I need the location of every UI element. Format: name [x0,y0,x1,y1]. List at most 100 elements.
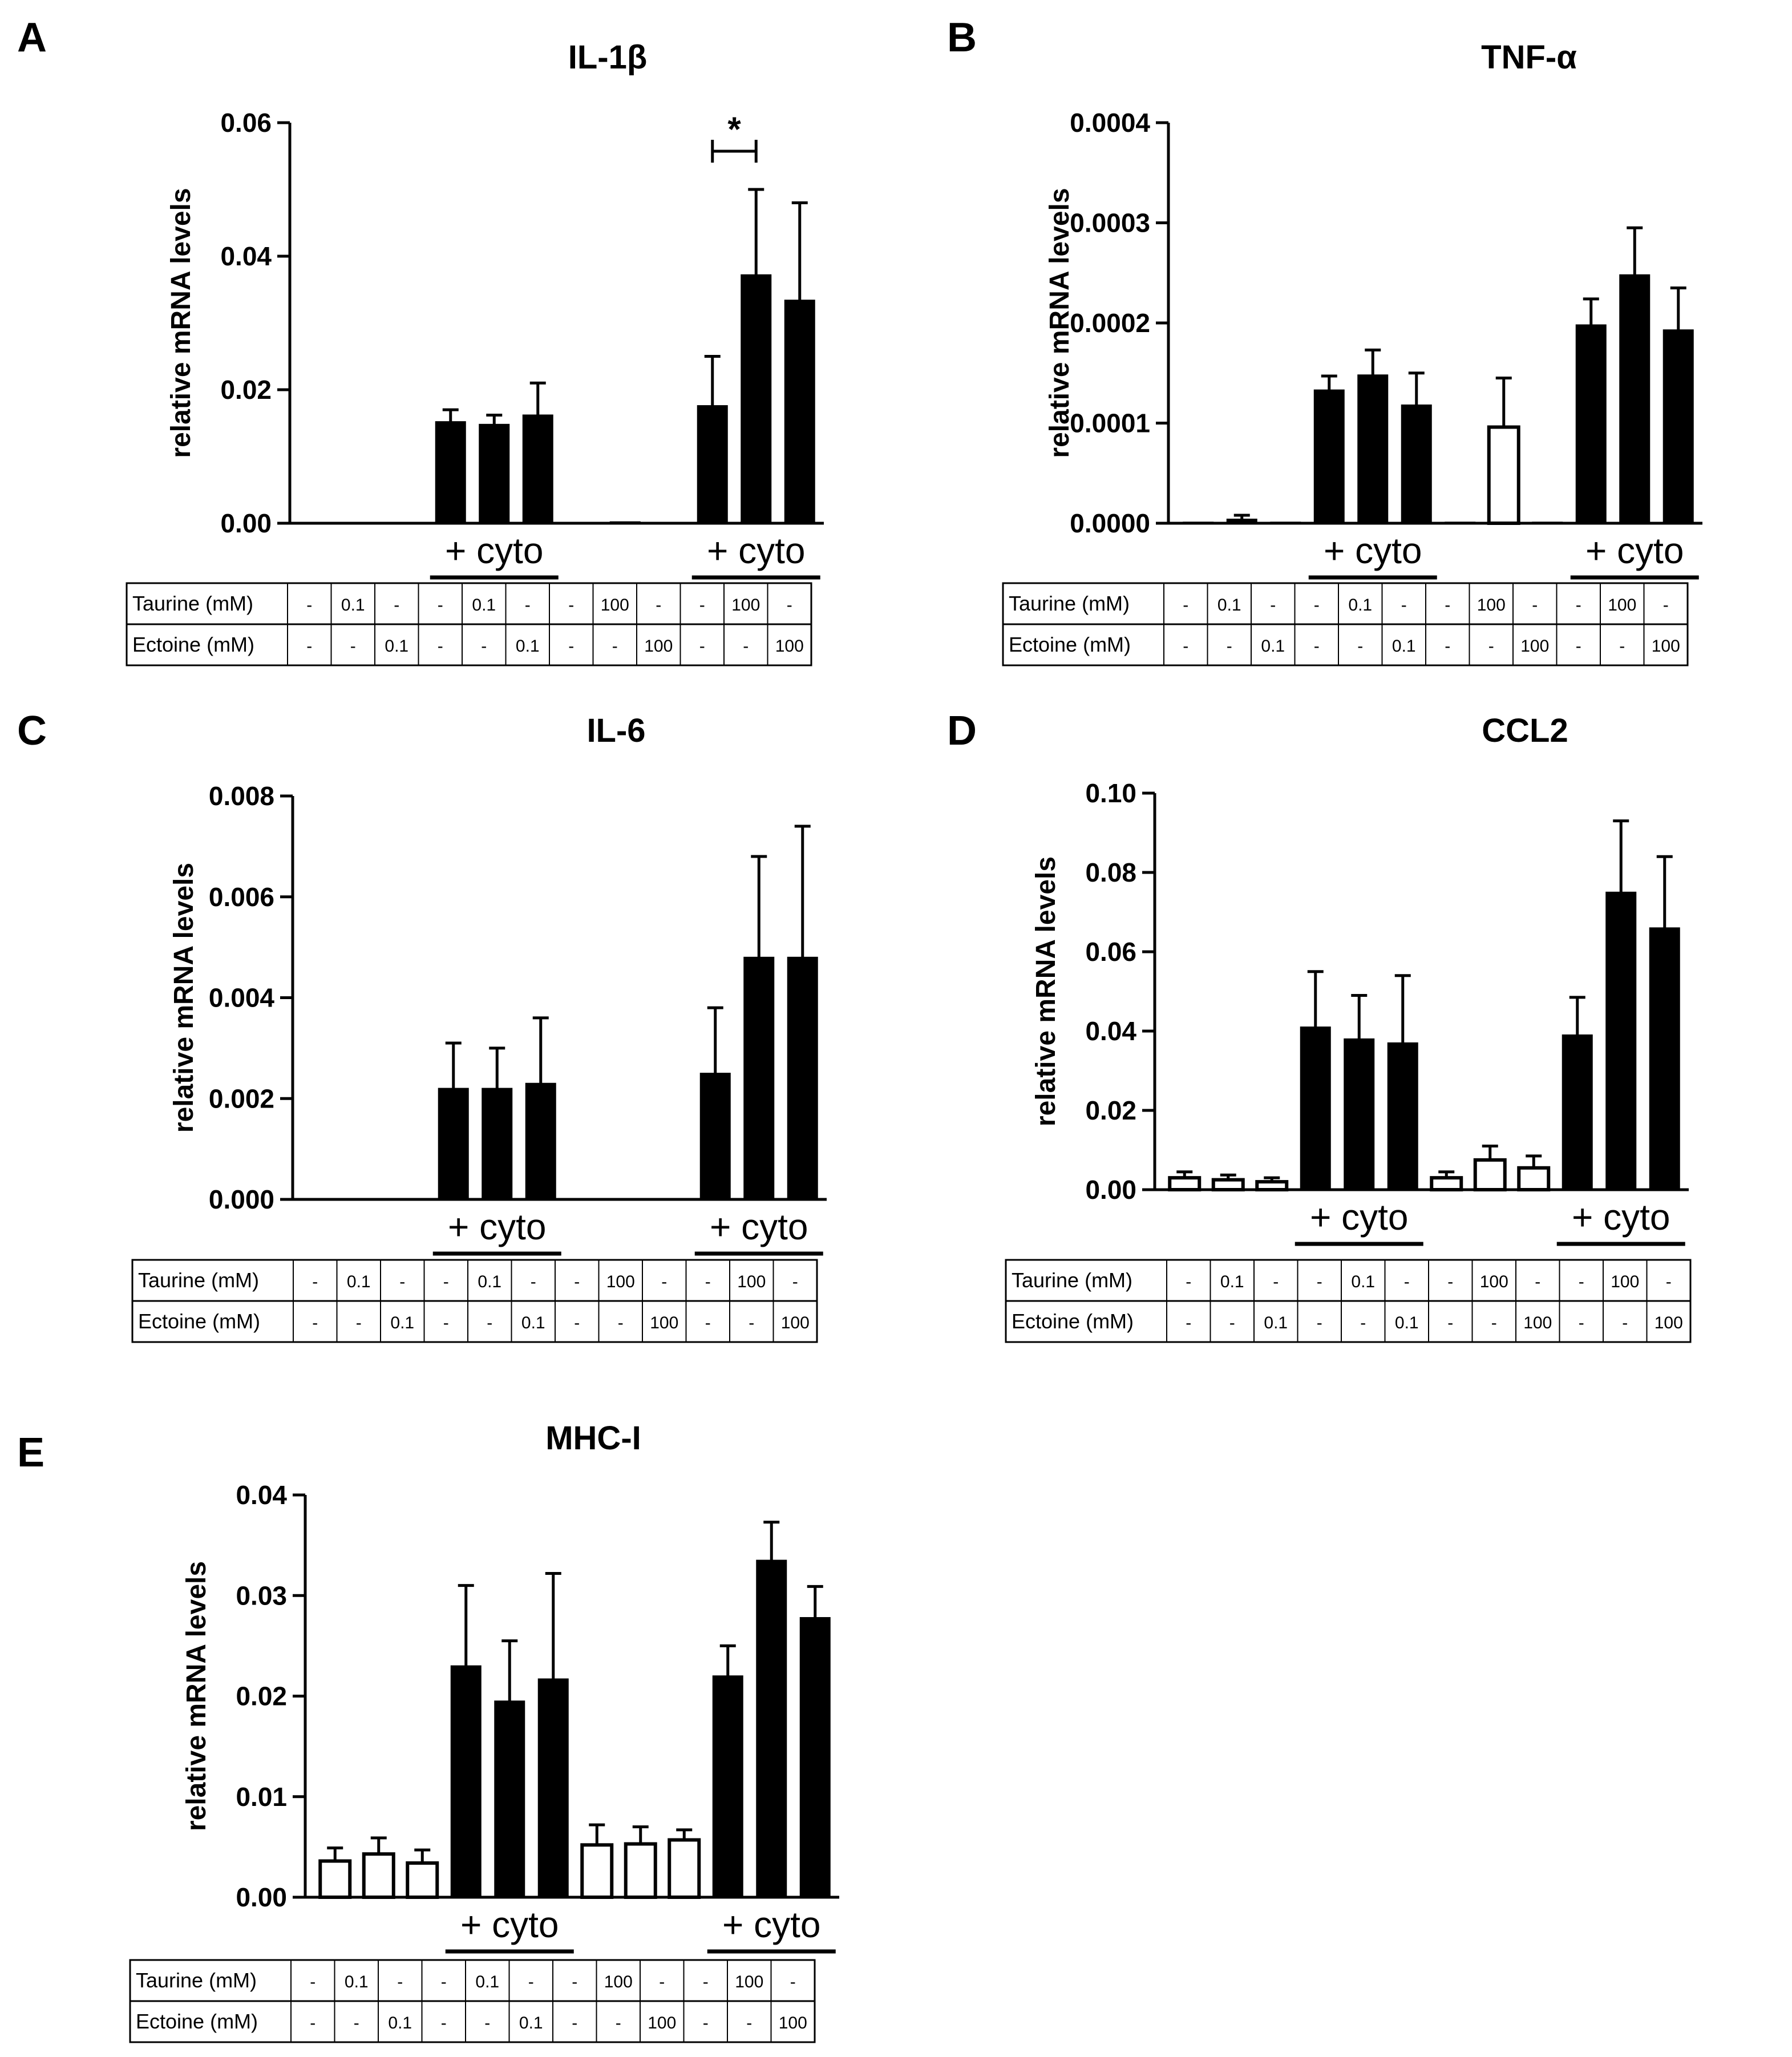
table-cell: - [792,1272,798,1291]
table-cell: 0.1 [519,2014,543,2032]
table-cell: 0.1 [1261,637,1285,656]
bar [756,1559,787,1898]
treatment-table: Taurine (mM) - 0.1 - - 0.1 - - 100 - - 100 - Ectoine … [126,582,812,666]
bar [743,956,775,1201]
y-tick-label: 0.02 [1085,1096,1136,1125]
bar [1473,1158,1507,1191]
bar [1183,522,1214,524]
cyto-label: + cyto [710,1206,808,1247]
bar [1619,274,1651,524]
bar [450,1665,482,1898]
table-cell: 100 [1608,596,1636,615]
table-cell: 100 [1611,1272,1639,1291]
y-tick-label: 0.0000 [1070,508,1150,538]
table-cell: - [1360,1314,1366,1332]
table-cell: - [306,596,312,615]
bar [787,956,818,1201]
cyto-label: + cyto [722,1904,821,1945]
bar [1344,1038,1375,1191]
chart-panel-c: C IL-6 relative mRNA levels 0.000 0.002 0.004… [17,708,827,1343]
table-cell: 0.1 [345,1973,369,1991]
panel-letter: C [17,708,47,754]
table-cell: - [1445,637,1450,656]
table-cell: - [310,1973,315,1991]
bar [318,1859,352,1900]
y-axis-label: relative mRNA levels [1031,856,1061,1126]
table-row-label-ectoine: Ectoine (mM) [132,633,254,656]
table-cell: 0.1 [1220,1272,1244,1291]
cyto-label: + cyto [445,530,544,571]
y-tick-label: 0.006 [209,882,274,912]
table-cell: - [572,2014,577,2032]
table-cell: 0.1 [1392,637,1416,656]
table-cell: - [1491,1314,1497,1332]
table-cell: - [656,596,661,615]
cyto-label: + cyto [460,1904,559,1945]
table-cell: - [703,1973,709,1991]
chart-panel-d: D CCL2 relative mRNA levels 0.00 0.02 0.04 0.0… [947,708,1692,1343]
bar [699,1073,731,1200]
treatment-table: Taurine (mM) - 0.1 - - 0.1 - - 100 - - 100 - Ectoine … [1005,1259,1692,1343]
table-cell: - [1622,1314,1628,1332]
bar [1226,518,1257,524]
y-tick-label: 0.04 [220,241,272,271]
table-row-label-taurine: Taurine (mM) [132,592,253,615]
table-cell: 100 [650,1314,678,1332]
table-cell: 0.1 [472,596,496,615]
table-cell: - [441,2014,447,2032]
y-tick-label: 0.02 [220,375,272,405]
panel-letter: E [17,1430,45,1476]
y-tick-label: 0.0003 [1070,208,1150,238]
table-cell: - [699,637,705,656]
table-cell: 100 [1652,637,1680,656]
treatment-table: Taurine (mM) - 0.1 - - 0.1 - - 100 - - 100 - Ectoine … [131,1259,818,1343]
table-row-label-ectoine: Ectoine (mM) [1012,1310,1134,1333]
table-cell: - [572,1973,577,1991]
table-cell: - [1273,1272,1279,1291]
bar [438,1088,469,1200]
table-cell: - [705,1272,711,1291]
table-cell: 100 [731,596,760,615]
table-cell: 0.1 [1348,596,1372,615]
chart-title: CCL2 [1482,712,1568,749]
bar [784,300,815,524]
y-axis-label: relative mRNA levels [1045,188,1075,458]
bar [362,1852,395,1899]
table-cell: - [1579,1314,1584,1332]
table-cell: - [1314,596,1320,615]
bar [1300,1027,1331,1191]
y-tick-label: 0.002 [209,1084,274,1113]
table-cell: 0.1 [385,637,408,656]
table-cell: 100 [601,596,629,615]
table-cell: 0.1 [390,1314,414,1332]
table-cell: - [399,1272,405,1291]
bar [1662,329,1694,524]
table-cell: - [568,596,574,615]
chart-panel-a: A IL-1β relative mRNA levels 0.00 0.02 0.04 0.… [17,15,824,666]
bar [799,1617,831,1898]
chart-panel-b: B TNF-α relative mRNA levels 0.0000 0.0001 0.… [947,15,1702,666]
table-cell: 100 [604,1973,633,1991]
table-cell: - [443,1314,449,1332]
table-cell: 0.1 [516,637,540,656]
table-cell: - [441,1973,447,1991]
significance-star: * [727,110,741,148]
bar [1387,1042,1418,1190]
table-cell: - [1314,637,1320,656]
chart-panel-e: E MHC-I relative mRNA levels 0.00 0.01 0.02 0.… [17,1420,839,2043]
table-cell: 100 [1480,1272,1508,1291]
bar [712,1675,743,1898]
table-cell: 100 [775,637,804,656]
table-cell: 100 [781,1314,810,1332]
y-tick-label: 0.04 [236,1480,287,1510]
cyto-label: + cyto [1324,530,1422,571]
bar [482,1088,513,1200]
table-cell: - [1535,1272,1540,1291]
y-tick-label: 0.06 [1085,937,1136,967]
table-cell: 100 [735,1973,763,1991]
bar [697,405,728,524]
table-cell: - [443,1272,449,1291]
table-cell: 0.1 [1264,1314,1288,1332]
bar [1605,891,1637,1190]
